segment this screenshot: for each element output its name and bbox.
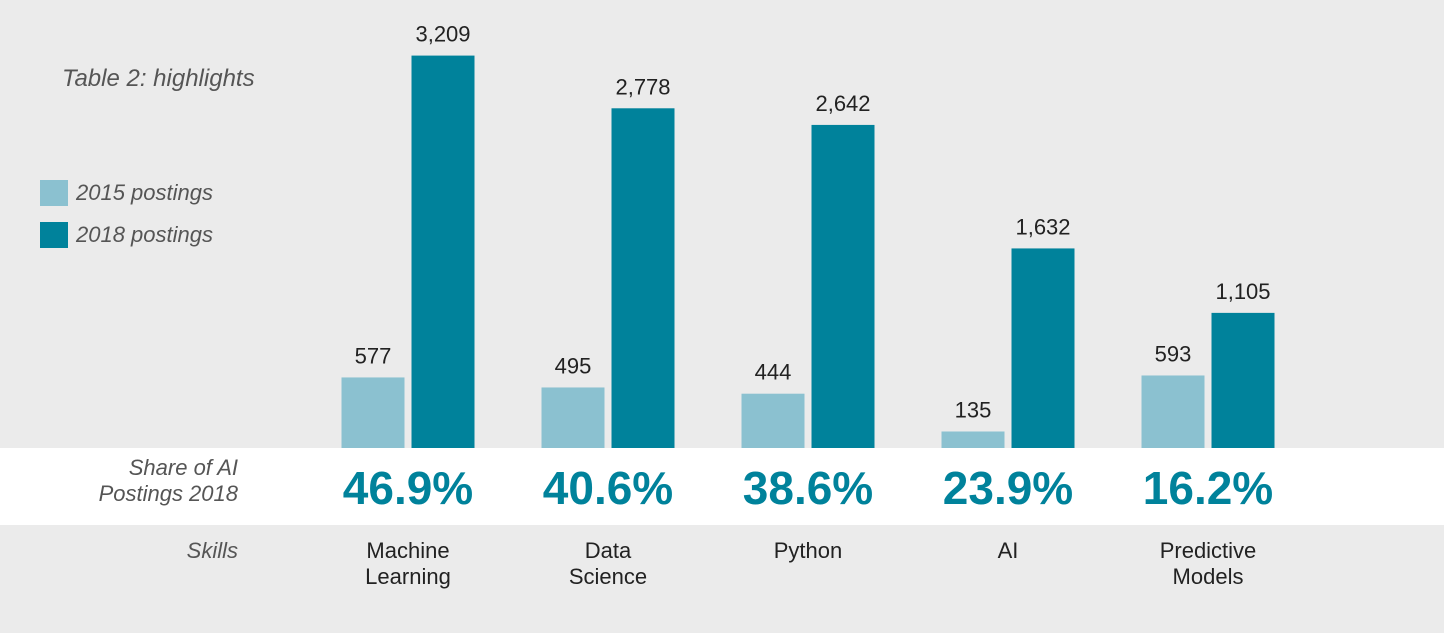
bar [941, 431, 1005, 448]
bar [1211, 312, 1275, 448]
data-label: 135 [955, 397, 992, 422]
x-tick-label: Python [773, 538, 843, 563]
data-label: 1,632 [1015, 214, 1070, 239]
bar [611, 108, 675, 448]
data-label: 444 [755, 360, 792, 385]
legend-swatch [40, 180, 68, 206]
bar [811, 124, 875, 448]
chart-title: Table 2: highlights [62, 65, 255, 92]
bar [1011, 248, 1075, 448]
share-band [0, 448, 1444, 525]
bar [741, 393, 805, 448]
share-label: Share of AI Postings 2018 [98, 455, 238, 506]
data-label: 2,642 [815, 91, 870, 116]
legend-label: 2015 postings [76, 180, 213, 205]
legend-label: 2018 postings [76, 222, 213, 247]
x-tick-label: Predictive Models [1159, 538, 1257, 589]
bar [541, 387, 605, 448]
category-axis-label: Skills [186, 538, 238, 563]
share-value: 23.9% [942, 462, 1074, 514]
share-value: 40.6% [542, 462, 674, 514]
share-value: 16.2% [1142, 462, 1274, 514]
data-label: 2,778 [615, 74, 670, 99]
data-label: 593 [1155, 341, 1192, 366]
share-value: 46.9% [342, 462, 474, 514]
x-tick-label: Machine Learning [365, 538, 451, 589]
share-value: 38.6% [742, 462, 874, 514]
bar [1141, 375, 1205, 448]
legend-swatch [40, 222, 68, 248]
data-label: 577 [355, 343, 392, 368]
x-tick-label: AI [997, 538, 1019, 563]
data-label: 3,209 [415, 22, 470, 47]
bar [411, 55, 475, 448]
bar [341, 377, 405, 448]
data-label: 1,105 [1215, 279, 1270, 304]
x-tick-label: Data Science [568, 538, 648, 589]
data-label: 495 [555, 353, 592, 378]
